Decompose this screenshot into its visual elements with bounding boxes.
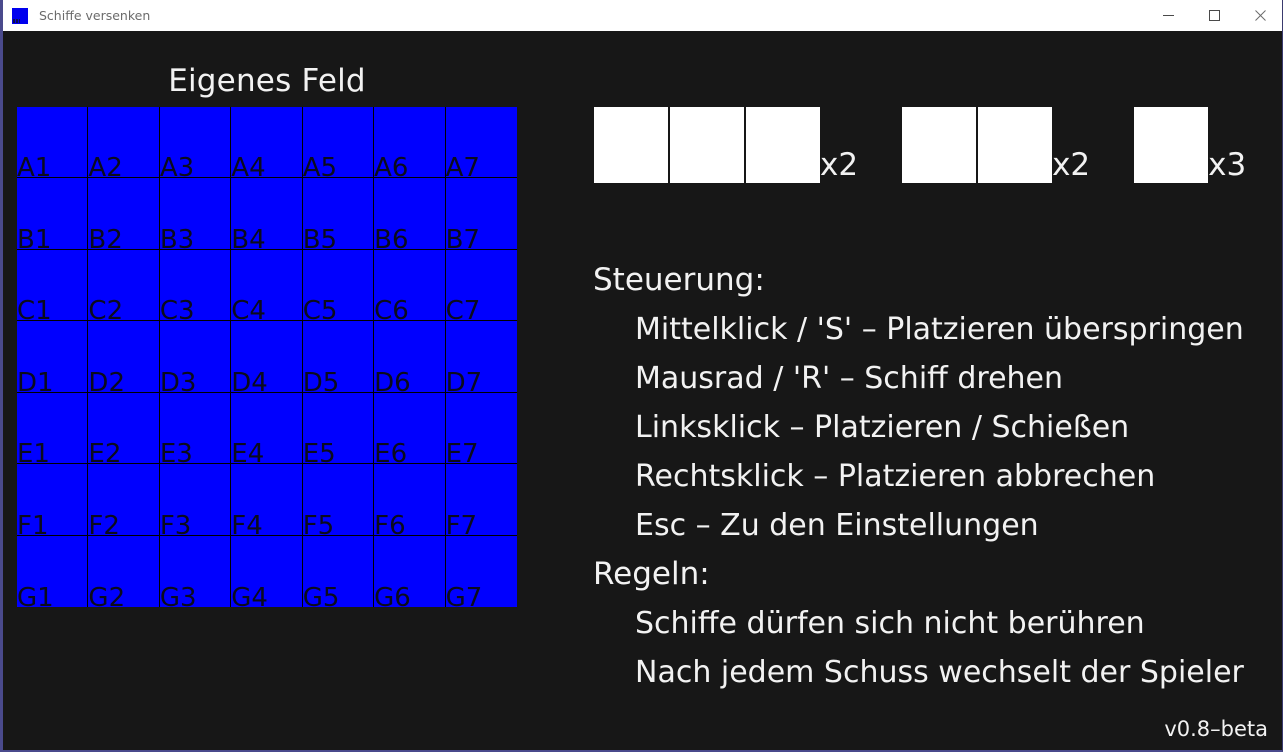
ship-block (670, 107, 744, 183)
field-cell[interactable]: A3 (159, 107, 232, 181)
field-cell[interactable]: A4 (231, 107, 303, 181)
field-cell[interactable]: F2 (88, 464, 160, 539)
field-cell[interactable]: G3 (159, 535, 232, 611)
field-cell[interactable]: C7 (445, 249, 517, 324)
field-cell[interactable]: D1 (17, 321, 89, 396)
info-list-item: Mittelklick / 'S' – Platzieren übersprin… (635, 312, 1244, 347)
field-cell-label: G1 (17, 583, 54, 613)
field-cell[interactable]: B4 (231, 178, 303, 253)
field-cell[interactable]: F3 (159, 464, 232, 539)
field-cell[interactable]: G1 (17, 535, 89, 611)
field-cell[interactable]: D5 (302, 321, 375, 396)
field-cell[interactable]: G6 (374, 535, 446, 611)
maximize-icon[interactable] (1191, 0, 1237, 31)
field-cell[interactable]: B2 (88, 178, 160, 253)
rules-heading: Regeln: (593, 556, 710, 592)
field-cell[interactable]: A7 (445, 107, 517, 181)
field-cell[interactable]: E3 (159, 392, 232, 467)
ship-block (746, 107, 820, 183)
ship-block (594, 107, 668, 183)
ship-group: x3 (1134, 107, 1246, 183)
ship-blocks (594, 107, 820, 183)
ship-group: x2 (902, 107, 1090, 183)
field-cell[interactable]: E4 (231, 392, 303, 467)
field-cell[interactable]: D7 (445, 321, 517, 396)
window-controls (1145, 0, 1282, 31)
field-cell[interactable]: F5 (302, 464, 375, 539)
info-list-item: Schiffe dürfen sich nicht berühren (635, 606, 1145, 641)
field-cell[interactable]: G2 (88, 535, 160, 611)
own-field-grid[interactable]: A1 A2 A3 A4 A5 A6 A7 B1 B2 B3 B4 B5 B6 B7 C1 C2 C3 C4 C5 C6… (17, 107, 517, 611)
field-cell[interactable]: C4 (231, 249, 303, 324)
ship-block (902, 107, 977, 183)
info-block: Steuerung: Mittelklick / 'S' – Platziere… (593, 256, 1282, 697)
field-cell[interactable]: A5 (302, 107, 375, 181)
ship-group: x2 (594, 107, 858, 183)
minimize-icon[interactable] (1145, 0, 1191, 31)
field-cell[interactable]: B7 (445, 178, 517, 253)
rules-list: Schiffe dürfen sich nicht berühren Nach j… (593, 599, 1282, 697)
ship-block (978, 107, 1053, 183)
controls-heading: Steuerung: (593, 262, 765, 298)
field-cell-label: G5 (302, 583, 340, 613)
window-titlebar[interactable]: Schiffe versenken (3, 0, 1282, 31)
field-cell-label: G7 (445, 583, 483, 613)
field-cell[interactable]: G4 (231, 535, 303, 611)
field-cell[interactable]: D2 (88, 321, 160, 396)
field-cell-label: G2 (88, 583, 126, 613)
field-cell[interactable]: C1 (17, 249, 89, 324)
field-cell[interactable]: E6 (374, 392, 446, 467)
field-cell[interactable]: A1 (17, 107, 89, 181)
info-list-item: Esc – Zu den Einstellungen (635, 508, 1039, 543)
field-cell[interactable]: C3 (159, 249, 232, 324)
field-cell[interactable]: E7 (445, 392, 517, 467)
ship-count-label: x3 (1208, 147, 1247, 183)
close-icon[interactable] (1237, 0, 1282, 31)
own-field-heading: Eigenes Feld (168, 63, 366, 99)
ship-block (1134, 107, 1209, 183)
field-cell-label: G6 (374, 583, 411, 613)
ship-count-label: x2 (1052, 147, 1091, 183)
field-cell[interactable]: C5 (302, 249, 375, 324)
window-title: Schiffe versenken (39, 8, 151, 23)
field-cell[interactable]: F4 (231, 464, 303, 539)
ship-blocks (902, 107, 1053, 183)
field-cell[interactable]: G7 (445, 535, 517, 611)
field-cell[interactable]: B1 (17, 178, 89, 253)
field-cell[interactable]: D6 (374, 321, 446, 396)
info-list-item: Mausrad / 'R' – Schiff drehen (635, 361, 1064, 396)
field-cell[interactable]: A2 (88, 107, 160, 181)
field-cell-label: G3 (159, 583, 197, 613)
field-cell[interactable]: B6 (374, 178, 446, 253)
ship-blocks (1134, 107, 1209, 183)
field-cell[interactable]: G5 (302, 535, 375, 611)
info-list-item: Rechtsklick – Platzieren abbrechen (635, 459, 1156, 494)
app-grid-icon (12, 7, 28, 24)
field-cell[interactable]: E1 (17, 392, 89, 467)
field-cell[interactable]: D3 (159, 321, 232, 396)
ship-legend: x2 x2 x3 (594, 107, 1246, 183)
field-cell[interactable]: A6 (374, 107, 446, 181)
version-label: v0.8–beta (1164, 717, 1268, 741)
field-cell[interactable]: D4 (231, 321, 303, 396)
info-list-item: Nach jedem Schuss wechselt der Spieler (635, 655, 1244, 690)
field-cell[interactable]: F1 (17, 464, 89, 539)
field-cell[interactable]: F6 (374, 464, 446, 539)
field-cell[interactable]: E2 (88, 392, 160, 467)
field-cell-label: G4 (231, 583, 268, 613)
field-cell[interactable]: C2 (88, 249, 160, 324)
field-cell[interactable]: B3 (159, 178, 232, 253)
field-cell[interactable]: F7 (445, 464, 517, 539)
field-cell[interactable]: C6 (374, 249, 446, 324)
field-cell[interactable]: B5 (302, 178, 375, 253)
ship-count-label: x2 (820, 147, 859, 183)
controls-list: Mittelklick / 'S' – Platzieren übersprin… (593, 305, 1282, 550)
field-cell[interactable]: E5 (302, 392, 375, 467)
info-list-item: Linksklick – Platzieren / Schießen (635, 410, 1130, 445)
